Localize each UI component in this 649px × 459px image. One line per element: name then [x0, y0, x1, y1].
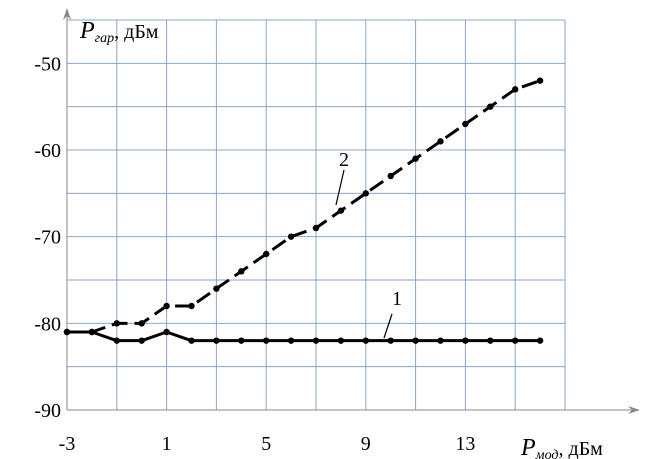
series-2-point: [113, 320, 121, 327]
series-2-leader: [335, 169, 345, 206]
series-1-point: [113, 337, 121, 344]
x-axis-arrow: [628, 406, 640, 414]
series-2-point: [88, 328, 96, 336]
series-2-point: [437, 138, 444, 145]
x-tick-label: 9: [361, 433, 371, 455]
series-2-point: [462, 120, 469, 128]
series-2-point: [362, 190, 369, 197]
series-1-point: [188, 337, 195, 344]
series-2-label: 2: [339, 149, 349, 171]
series-2-point: [337, 207, 345, 214]
series-1-point: [362, 337, 369, 344]
series-2-point: [263, 250, 270, 258]
series-2-point: [138, 320, 145, 327]
series-2-point: [238, 268, 245, 275]
y-tick-label: -70: [34, 227, 61, 249]
grid: [67, 19, 566, 410]
series-1-point: [213, 337, 220, 344]
series-2-point: [63, 328, 71, 336]
series-1-point: [138, 337, 145, 344]
series-1-point: [337, 337, 345, 344]
y-tick-label: -90: [34, 400, 61, 422]
x-tick-label: 5: [261, 433, 271, 455]
y-tick-label: -80: [34, 313, 61, 335]
tick-labels: -90 -80 -70 -60 -50 -3 1 5 9 13: [34, 53, 475, 455]
series-1-point: [387, 337, 394, 344]
series-1-point: [462, 337, 469, 344]
series-2-point: [412, 155, 419, 162]
y-axis-label: Pгар, дБм: [79, 18, 159, 46]
x-tick-label: 13: [455, 433, 475, 455]
series-1-point: [512, 337, 519, 344]
series-1-point: [238, 337, 245, 344]
axes: [63, 8, 640, 414]
series-1-point: [487, 337, 494, 344]
series-2-point: [536, 77, 544, 84]
x-tick-label: -3: [59, 433, 76, 455]
x-tick-label: 1: [162, 433, 172, 455]
y-axis-arrow: [63, 8, 71, 20]
series-1-point: [536, 337, 544, 344]
series-1-leader: [383, 313, 393, 339]
x-axis-label: Pмод, дБм: [520, 435, 603, 459]
series-2-point: [512, 86, 519, 93]
series-1-point: [287, 337, 295, 344]
series-2-point: [312, 224, 320, 232]
series-2-point: [487, 103, 494, 110]
series-1-point: [312, 337, 320, 344]
series-2-point: [213, 285, 220, 292]
series-2-point: [387, 172, 394, 180]
series-1-point: [412, 337, 419, 344]
series-2-point: [163, 302, 170, 310]
series-1-point: [263, 337, 270, 344]
series-2-point: [287, 233, 295, 240]
series-1-line: [67, 330, 541, 343]
series-1-point: [163, 328, 170, 336]
y-tick-label: -60: [34, 140, 61, 162]
series-2-line: [67, 79, 541, 334]
series-labels: 1 2: [335, 149, 402, 339]
series-2-point: [188, 302, 195, 310]
series-1-label: 1: [392, 288, 402, 310]
y-tick-label: -50: [34, 53, 61, 75]
series-1-point: [437, 337, 444, 344]
series-group: [63, 77, 544, 344]
